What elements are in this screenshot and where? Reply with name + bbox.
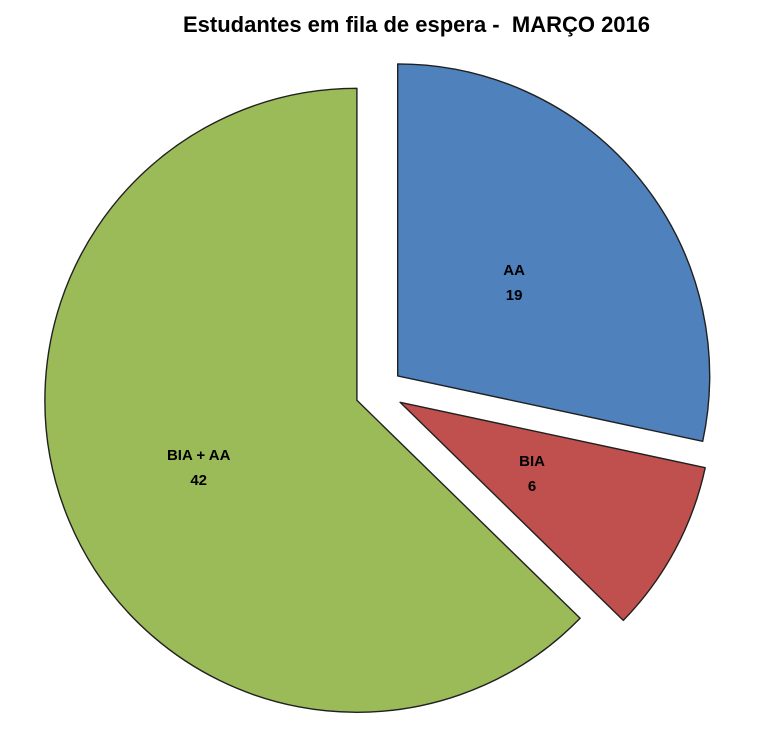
slice-value-text: 6 <box>528 478 536 495</box>
pie-slice-bia-aa <box>44 87 581 713</box>
slice-label-text: BIA + AA <box>167 447 231 464</box>
slice-label: BIA 6 <box>519 453 545 495</box>
slice-label-text: BIA <box>519 453 545 470</box>
slice-label-text: AA <box>503 262 525 279</box>
slice-label: BIA + AA 42 <box>167 447 231 489</box>
slice-value-text: 19 <box>506 287 523 304</box>
slice-label: AA 19 <box>503 262 525 304</box>
slice-value-text: 42 <box>190 472 207 489</box>
chart-title: Estudantes em fila de espera - MARÇO 201… <box>182 12 651 37</box>
pie-slice-bia <box>399 401 706 622</box>
pie-slice-aa <box>397 63 711 442</box>
